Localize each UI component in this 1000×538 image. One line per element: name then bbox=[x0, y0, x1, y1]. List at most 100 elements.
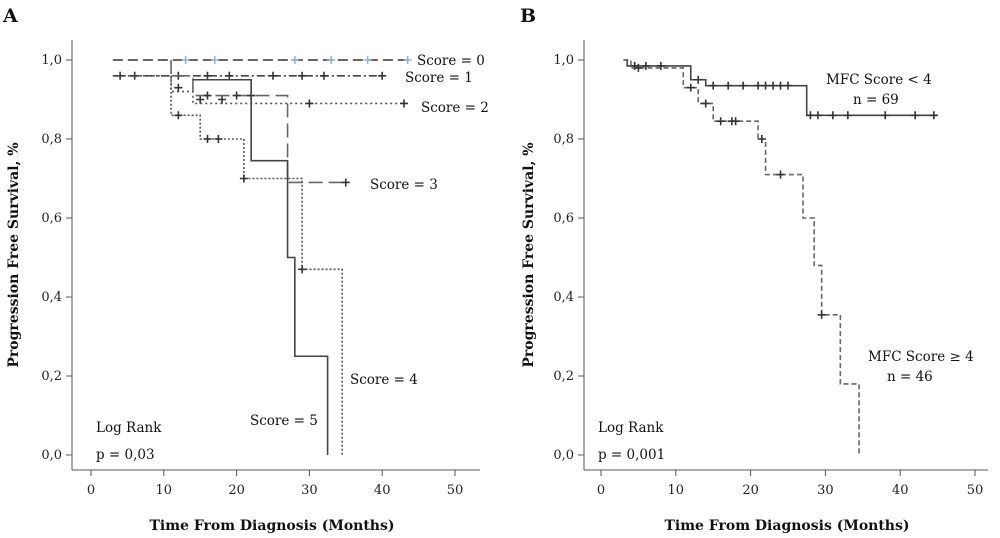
panel-a-series-3-censor-mark bbox=[232, 91, 241, 100]
panel-b-p-value: p = 0,001 bbox=[598, 447, 665, 463]
panel-b-curves bbox=[623, 59, 938, 455]
panel-a-y-tick-label: 0,6 bbox=[41, 211, 62, 226]
panel-a-series-2-curve bbox=[112, 75, 405, 105]
panel-b-series-0-censor-mark bbox=[828, 111, 837, 120]
panel-b-series-0-censor-mark bbox=[754, 81, 763, 90]
label-score-1: Score = 1 bbox=[405, 70, 473, 86]
panel-a-x-tick-label: 40 bbox=[374, 483, 391, 498]
panel-a-series-2-censor-mark bbox=[400, 99, 409, 108]
panel-b-x-tick-label: 50 bbox=[967, 483, 984, 498]
panel-b-x-tick-label: 0 bbox=[597, 483, 605, 498]
panel-b-y-axis-title: Progression Free Survival, % bbox=[521, 142, 537, 367]
panel-b-series-0-censor-mark bbox=[813, 111, 822, 120]
panel-a-series-4-censor-mark bbox=[298, 265, 307, 274]
panel-b-ticks: 0 10 20 30 40 50 0,0 0,2 0,4 0,6 0,8 1,0 bbox=[553, 53, 983, 498]
panel-a-p-value: p = 0,03 bbox=[96, 447, 155, 463]
panel-a-y-tick-label: 0,0 bbox=[41, 448, 62, 463]
panel-b-series-1-censor-mark bbox=[731, 117, 740, 126]
panel-a-series-1-censor-mark bbox=[116, 71, 125, 80]
panel-a-series-0-censor-mark bbox=[181, 56, 190, 64]
panel-a-series-4-curve bbox=[170, 75, 343, 455]
panel-a-series-3-censor-mark bbox=[341, 178, 350, 187]
panel-b-x-tick-label: 10 bbox=[668, 483, 685, 498]
panel-a-series-4-censor-mark bbox=[214, 135, 223, 143]
panel-b-series-0-censor-mark bbox=[776, 81, 785, 90]
panel-a-curves bbox=[112, 56, 412, 455]
panel-b-series-0-censor-mark bbox=[784, 81, 792, 90]
panel-a-series-2-censor-mark bbox=[174, 83, 183, 92]
panel-b-y-tick-label: 0,0 bbox=[553, 448, 574, 463]
panel-b-series-0-censor-mark bbox=[630, 61, 639, 70]
panel-a-series-1-censor-mark bbox=[203, 71, 212, 80]
label-score-2: Score = 2 bbox=[421, 100, 489, 116]
panel-a-series-1-censor-mark bbox=[269, 71, 277, 80]
panel-a-series-3-censor-mark bbox=[203, 91, 212, 100]
panel-a: A 0 10 20 30 40 50 0,0 0,2 0,4 0,6 0,8 1,0 Time Fro… bbox=[2, 5, 489, 534]
label-mfc-lt4: MFC Score < 4 bbox=[826, 72, 932, 88]
panel-b-x-tick-label: 40 bbox=[892, 483, 909, 498]
panel-b-series-0-censor-mark bbox=[709, 81, 718, 90]
panel-a-series-0-censor-mark bbox=[403, 56, 412, 64]
panel-b-series-1-censor-mark bbox=[817, 310, 826, 319]
label-mfc-ge4: MFC Score ≥ 4 bbox=[868, 349, 974, 365]
panel-a-y-tick-label: 0,8 bbox=[41, 132, 62, 147]
panel-a-x-tick-label: 30 bbox=[301, 483, 318, 498]
panel-b-series-1-curve bbox=[623, 59, 860, 455]
panel-b-x-tick-label: 30 bbox=[817, 483, 834, 498]
panel-a-y-tick-label: 0,2 bbox=[41, 369, 62, 384]
panel-b-series-0-censor-mark bbox=[929, 111, 938, 120]
panel-b-y-tick-label: 0,2 bbox=[553, 369, 574, 384]
panel-b-series-1-censor-mark bbox=[634, 63, 643, 72]
panel-a-series-2-censor-mark bbox=[196, 95, 205, 104]
panel-a-series-4-censor-mark bbox=[239, 174, 248, 183]
panel-a-series-0-censor-mark bbox=[363, 56, 372, 64]
panel-b-series-0-censor-mark bbox=[641, 61, 650, 70]
panel-b-y-tick-label: 0,4 bbox=[553, 290, 574, 305]
label-mfc-lt4-n: n = 69 bbox=[853, 92, 899, 108]
panel-b-series-0-censor-mark bbox=[911, 111, 920, 120]
panel-b-y-tick-label: 0,8 bbox=[553, 132, 574, 147]
panel-a-series-4-censor-mark bbox=[174, 111, 183, 120]
panel-a-y-tick-label: 1,0 bbox=[41, 53, 62, 68]
panel-b-letter: B bbox=[520, 5, 536, 27]
panel-b-series-0-censor-mark bbox=[761, 81, 770, 90]
label-score-3: Score = 3 bbox=[370, 177, 438, 193]
panel-a-series-4-censor-mark bbox=[203, 135, 212, 143]
panel-a-x-tick-label: 10 bbox=[156, 483, 173, 498]
panel-b-series-1-censor-mark bbox=[776, 170, 785, 179]
panel-b-series-0-censor-mark bbox=[806, 111, 815, 120]
panel-b-x-axis-title: Time From Diagnosis (Months) bbox=[664, 518, 909, 534]
label-score-5: Score = 5 bbox=[250, 413, 318, 429]
panel-a-x-tick-label: 20 bbox=[228, 483, 245, 498]
panel-a-series-5-curve bbox=[192, 78, 329, 455]
panel-b-series-1-censor-mark bbox=[686, 83, 695, 92]
panel-b-series-1-censor-mark bbox=[716, 117, 725, 126]
panel-a-ticks: 0 10 20 30 40 50 0,0 0,2 0,4 0,6 0,8 1,0 bbox=[41, 53, 463, 498]
panel-a-x-tick-label: 0 bbox=[87, 483, 95, 498]
panel-a-series-1-censor-mark bbox=[319, 71, 328, 80]
panel-a-x-tick-label: 50 bbox=[447, 483, 464, 498]
panel-a-log-rank: Log Rank bbox=[96, 420, 162, 436]
label-score-4: Score = 4 bbox=[350, 372, 418, 388]
panel-b-series-0-censor-mark bbox=[656, 61, 665, 70]
panel-a-series-1-censor-mark bbox=[298, 71, 307, 80]
panel-b-y-tick-label: 0,6 bbox=[553, 211, 574, 226]
panel-b-series-0-censor-mark bbox=[724, 81, 733, 90]
panel-b-series-0-censor-mark bbox=[881, 111, 890, 120]
panel-a-series-2-censor-mark bbox=[218, 95, 227, 104]
panel-a-series-0-censor-mark bbox=[327, 56, 336, 64]
panel-b: B 0 10 20 30 40 50 0,0 0,2 0,4 0,6 0,8 1,0 Time Fro… bbox=[520, 5, 988, 534]
panel-a-x-axis-title: Time From Diagnosis (Months) bbox=[149, 518, 394, 534]
panel-a-series-1-censor-mark bbox=[378, 71, 387, 80]
label-mfc-ge4-n: n = 46 bbox=[887, 369, 933, 385]
panel-b-series-0-censor-mark bbox=[694, 75, 703, 84]
panel-a-series-0-censor-mark bbox=[290, 56, 299, 64]
panel-b-log-rank: Log Rank bbox=[598, 420, 664, 436]
panel-b-series-0-censor-mark bbox=[769, 81, 778, 90]
panel-b-series-0-censor-mark bbox=[843, 111, 852, 120]
panel-a-series-3-curve bbox=[170, 60, 346, 184]
panel-b-series-0-censor-mark bbox=[739, 81, 748, 90]
panel-b-series-1-censor-mark bbox=[701, 99, 710, 108]
panel-a-letter: A bbox=[2, 5, 18, 27]
